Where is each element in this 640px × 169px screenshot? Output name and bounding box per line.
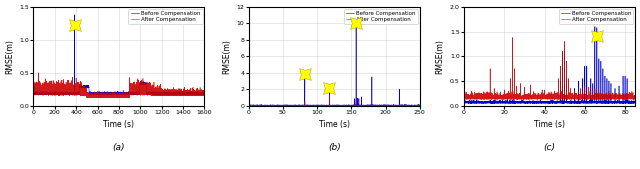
Text: (b): (b)	[328, 143, 340, 152]
After Compensation	[623, 92, 630, 94]
After Compensation	[416, 104, 424, 106]
Before Compensation	[92, 93, 99, 95]
Line: After Compensation: After Compensation	[464, 38, 635, 99]
After Compensation	[613, 94, 621, 96]
Line: After Compensation: After Compensation	[249, 95, 420, 106]
After Compensation	[35, 72, 42, 74]
After Compensation	[509, 37, 516, 39]
X-axis label: Time (s): Time (s)	[534, 120, 565, 129]
Line: Before Compensation: Before Compensation	[464, 27, 635, 103]
Before Compensation	[631, 102, 639, 104]
Legend: Before Compensation, After Compensation: Before Compensation, After Compensation	[128, 8, 203, 24]
After Compensation	[138, 91, 146, 93]
Before Compensation	[576, 102, 584, 104]
After Compensation	[348, 105, 355, 107]
After Compensation	[104, 97, 111, 99]
Text: (c): (c)	[543, 143, 556, 152]
Before Compensation	[352, 14, 360, 16]
Before Compensation	[276, 104, 284, 106]
After Compensation	[131, 86, 138, 88]
After Compensation	[310, 104, 318, 106]
After Compensation	[156, 90, 164, 92]
After Compensation	[317, 105, 324, 107]
Before Compensation	[245, 104, 253, 106]
After Compensation	[581, 98, 589, 100]
Line: After Compensation: After Compensation	[33, 73, 204, 98]
Before Compensation	[29, 92, 37, 94]
After Compensation	[591, 93, 598, 95]
After Compensation	[200, 89, 208, 91]
Before Compensation	[416, 104, 424, 106]
Before Compensation	[356, 104, 364, 106]
Before Compensation	[623, 101, 630, 103]
Before Compensation	[596, 102, 604, 104]
After Compensation	[245, 104, 253, 106]
Before Compensation	[138, 83, 146, 85]
Line: Before Compensation: Before Compensation	[249, 15, 420, 105]
After Compensation	[92, 95, 99, 97]
Text: (a): (a)	[113, 143, 125, 152]
After Compensation	[29, 89, 37, 91]
Before Compensation	[372, 104, 380, 106]
Before Compensation	[170, 93, 178, 95]
Before Compensation	[460, 102, 468, 104]
Before Compensation	[156, 93, 164, 95]
After Compensation	[556, 97, 563, 99]
Legend: Before Compensation, After Compensation: Before Compensation, After Compensation	[344, 8, 418, 24]
Before Compensation	[385, 104, 393, 106]
Before Compensation	[591, 26, 598, 28]
Before Compensation	[166, 93, 173, 95]
After Compensation	[276, 105, 284, 107]
X-axis label: Time (s): Time (s)	[319, 120, 349, 129]
Before Compensation	[70, 14, 78, 16]
Before Compensation	[591, 101, 598, 103]
Before Compensation	[563, 78, 570, 80]
Before Compensation	[613, 101, 621, 103]
Before Compensation	[362, 104, 369, 106]
After Compensation	[385, 104, 393, 106]
Before Compensation	[38, 93, 46, 95]
After Compensation	[38, 92, 46, 94]
After Compensation	[596, 97, 604, 99]
After Compensation	[563, 91, 570, 93]
Legend: Before Compensation, After Compensation: Before Compensation, After Compensation	[559, 8, 634, 24]
After Compensation	[372, 104, 380, 106]
Before Compensation	[310, 104, 318, 106]
Before Compensation	[348, 104, 355, 106]
Line: Before Compensation: Before Compensation	[33, 15, 204, 94]
Before Compensation	[200, 92, 208, 94]
After Compensation	[631, 98, 639, 100]
After Compensation	[460, 98, 468, 100]
Before Compensation	[131, 93, 138, 95]
Y-axis label: RMSE(m): RMSE(m)	[5, 39, 14, 74]
Y-axis label: RMSE(m): RMSE(m)	[435, 39, 444, 74]
After Compensation	[166, 91, 173, 93]
X-axis label: Time (s): Time (s)	[104, 120, 134, 129]
After Compensation	[326, 94, 333, 96]
Before Compensation	[556, 101, 563, 103]
After Compensation	[356, 104, 364, 106]
Y-axis label: RMSE(m): RMSE(m)	[222, 39, 231, 74]
